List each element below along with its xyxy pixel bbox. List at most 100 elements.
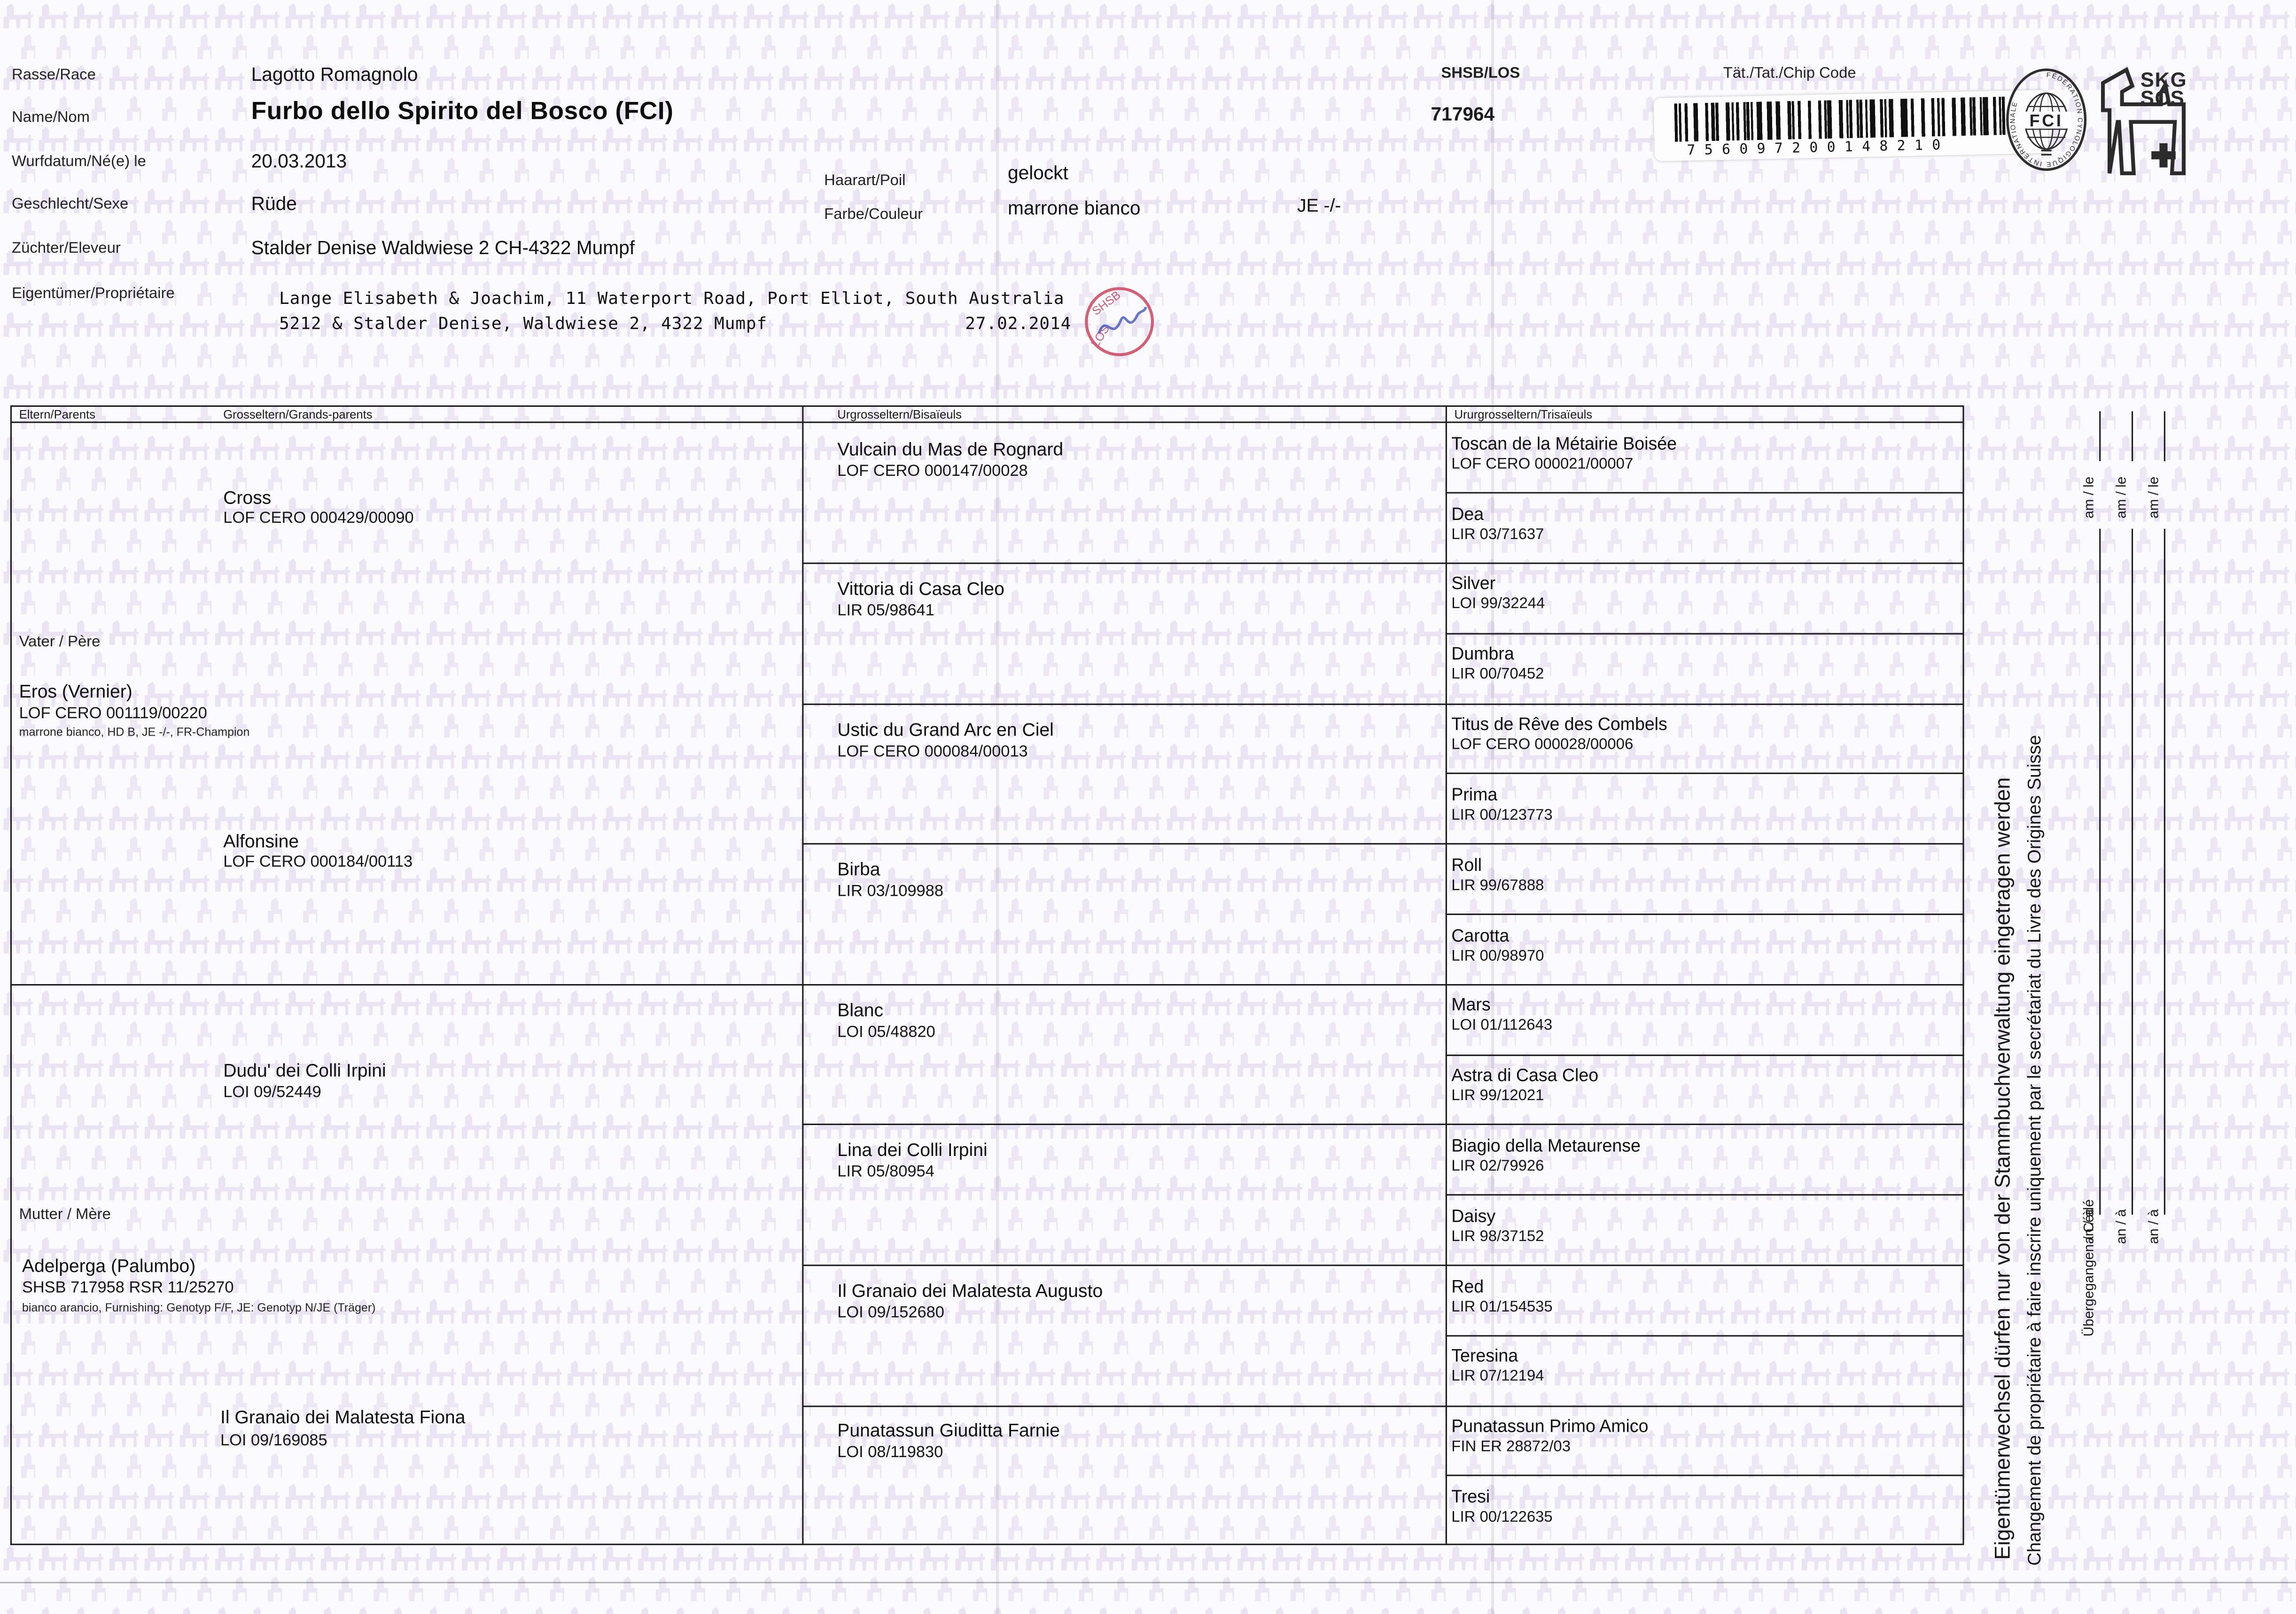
field-value-je-status: JE -/-: [1297, 195, 1341, 216]
field-label-breed: Rasse/Race: [12, 66, 96, 84]
gggp-reg: LIR 03/71637: [1451, 525, 1544, 543]
gggp-name: Titus de Rêve des Combels: [1451, 714, 1667, 735]
barcode: [1674, 96, 2006, 141]
transfer-column-line: [2131, 528, 2133, 1215]
field-label-colour: Farbe/Couleur: [824, 205, 923, 224]
table-line: [1445, 492, 1964, 494]
gggp-name: Tresi: [1451, 1485, 1490, 1506]
scan-bottom-edge: [0, 1582, 2296, 1584]
mother-notes: bianco arancio, Furnishing: Genotyp F/F,…: [22, 1300, 376, 1314]
gggp-name: Prima: [1451, 784, 1498, 804]
table-line: [1445, 1194, 1964, 1196]
grandparent-reg: LOI 09/169085: [220, 1432, 327, 1450]
grandparent-reg: LOF CERO 000429/00090: [223, 509, 414, 528]
dog-name: Furbo dello Spirito del Bosco (FCI): [251, 97, 674, 125]
gggp-name: Astra di Casa Cleo: [1451, 1064, 1599, 1086]
gggp-reg: LIR 00/70452: [1451, 665, 1544, 683]
gggp-name: Teresina: [1451, 1345, 1518, 1366]
col-header-greatgreatgrandparents: Ururgrosseltern/Trisaïeuls: [1454, 407, 1593, 421]
col-header-grandparents: Grosseltern/Grands-parents: [223, 407, 373, 421]
ggp-name: Birba: [837, 859, 880, 880]
gggp-name: Toscan de la Métairie Boisée: [1451, 432, 1677, 453]
gggp-name: Mars: [1451, 994, 1491, 1015]
transfer-column-line: [2099, 411, 2101, 461]
field-label-sex: Geschlecht/Sexe: [12, 195, 129, 213]
table-line: [10, 983, 1964, 985]
ggp-name: Vulcain du Mas de Rognard: [837, 438, 1064, 459]
field-value-sex: Rüde: [251, 192, 297, 215]
field-value-breeder: Stalder Denise Waldwiese 2 CH-4322 Mumpf: [251, 236, 635, 259]
ggp-reg: LOF CERO 000147/00028: [837, 462, 1028, 480]
ggp-name: Vittoria di Casa Cleo: [837, 578, 1004, 599]
gggp-reg: LIR 98/37152: [1451, 1227, 1544, 1245]
gggp-name: Daisy: [1451, 1205, 1496, 1226]
grandparent-name: Dudu' dei Colli Irpini: [223, 1059, 386, 1080]
owner-line1: Lange Elisabeth & Joachim, 11 Waterport …: [279, 287, 1065, 309]
ggp-reg: LOF CERO 000084/00013: [837, 742, 1028, 760]
transfer-column-line: [2131, 411, 2133, 461]
ggp-reg: LIR 03/109988: [837, 883, 943, 900]
scan-crease: [1491, 0, 1494, 1614]
ggp-name: Lina dei Colli Irpini: [837, 1140, 988, 1161]
gggp-reg: LOI 01/112643: [1451, 1016, 1553, 1034]
field-label-birthdate: Wurfdatum/Né(e) le: [12, 153, 146, 171]
gggp-name: Dumbra: [1451, 643, 1514, 664]
gggp-reg: LOF CERO 000021/00007: [1451, 454, 1634, 473]
table-line: [802, 1124, 1964, 1126]
field-label-chip: Tät./Tat./Chip Code: [1723, 64, 1856, 83]
gggp-reg: LIR 01/154535: [1451, 1297, 1553, 1316]
field-label-shsb: SHSB/LOS: [1441, 64, 1520, 83]
transfer-date-label: am / le: [2081, 476, 2098, 519]
ggp-name: Il Granaio dei Malatesta Augusto: [837, 1280, 1103, 1301]
skg-logo: SKG SCS: [2101, 67, 2187, 176]
field-label-owner: Eigentümer/Propriétaire: [12, 285, 175, 303]
field-value-colour: marrone bianco: [1007, 196, 1141, 219]
table-line: [802, 843, 1964, 845]
col-header-greatgrandparents: Urgrosseltern/Bisaïeuls: [837, 407, 962, 421]
table-line: [1445, 913, 1964, 916]
transfer-notice-de: Eigentümerwechsel dürfen nur von der Sta…: [1992, 777, 2016, 1560]
field-label-coat: Haarart/Poil: [824, 171, 906, 190]
owner-entry-date: 27.02.2014: [965, 312, 1072, 333]
field-label-name: Name/Nom: [12, 109, 90, 126]
gggp-name: Dea: [1451, 503, 1484, 524]
ggp-name: Blanc: [837, 999, 884, 1020]
father-notes: marrone bianco, HD B, JE -/-, FR-Champio…: [19, 725, 250, 739]
registry-stamp: SHSB LOS: [1085, 287, 1154, 357]
table-line: [802, 1264, 1964, 1266]
svg-text:SCS: SCS: [2140, 87, 2185, 110]
pedigree-table-border: [10, 404, 1964, 1545]
table-line: [802, 1404, 1964, 1407]
field-value-birthdate: 20.03.2013: [251, 149, 347, 172]
grandparent-name: Cross: [223, 487, 272, 508]
ggp-name: Ustic du Grand Arc en Ciel: [837, 719, 1054, 740]
gggp-reg: LIR 99/12021: [1451, 1086, 1544, 1105]
mother-role-label: Mutter / Mère: [19, 1206, 111, 1224]
svg-text:FCI: FCI: [2030, 111, 2063, 130]
father-role-label: Vater / Père: [19, 633, 101, 651]
gggp-name: Punatassun Primo Amico: [1451, 1416, 1649, 1437]
shsb-number: 717964: [1431, 102, 1495, 125]
svg-text:SKG: SKG: [2140, 68, 2187, 91]
ggp-reg: LOI 05/48820: [837, 1023, 935, 1041]
table-divider: [802, 404, 804, 1545]
ggp-reg: LIR 05/80954: [837, 1163, 934, 1181]
field-value-coat: gelockt: [1007, 161, 1068, 184]
gggp-reg: LIR 00/122635: [1451, 1507, 1553, 1526]
transfer-column-line: [2164, 528, 2166, 1215]
table-divider: [1445, 404, 1448, 1545]
fci-logo: FÉDÉRATION CYNOLOGIQUE INTERNATIONALE FC…: [2006, 68, 2087, 171]
col-header-parents: Eltern/Parents: [19, 407, 95, 421]
transfer-notice-fr: Changement de propriétaire à faire inscr…: [2024, 735, 2045, 1566]
transfer-to-label: an / à: [2146, 1209, 2163, 1244]
grandparent-name: Alfonsine: [223, 830, 299, 851]
table-line: [1445, 1054, 1964, 1056]
grandparent-reg: LOF CERO 000184/00113: [223, 853, 413, 871]
transfer-column-line: [2164, 411, 2166, 461]
gggp-name: Carotta: [1451, 924, 1510, 946]
ggp-reg: LIR 05/98641: [837, 602, 934, 620]
table-line: [1445, 773, 1964, 775]
scan-crease: [996, 0, 999, 1614]
